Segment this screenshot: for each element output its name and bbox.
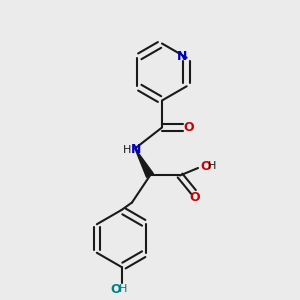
Text: N: N <box>131 143 142 157</box>
Text: O: O <box>190 191 200 204</box>
Text: H: H <box>208 161 217 172</box>
Text: O: O <box>184 121 194 134</box>
Text: N: N <box>177 50 188 63</box>
Text: H: H <box>123 145 132 155</box>
Polygon shape <box>135 148 153 177</box>
Text: O: O <box>200 160 211 173</box>
Text: H: H <box>119 284 127 295</box>
Text: O: O <box>111 283 122 296</box>
